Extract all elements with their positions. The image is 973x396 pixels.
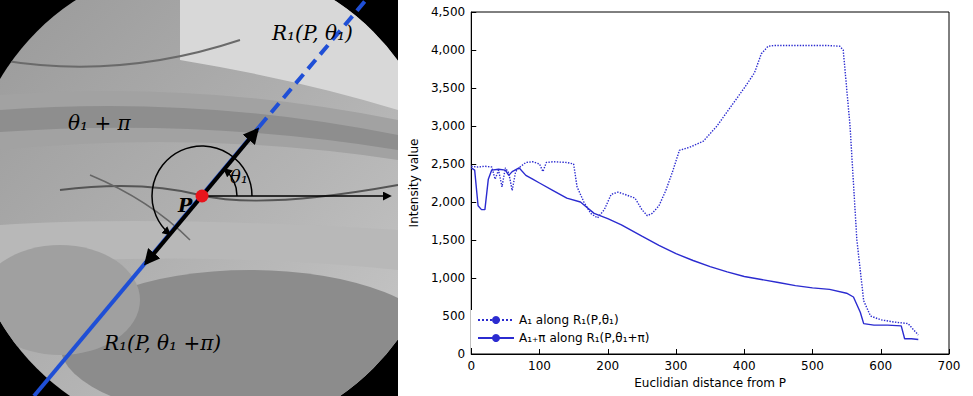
svg-text:P: P bbox=[177, 194, 193, 216]
svg-text:0: 0 bbox=[467, 359, 475, 373]
svg-text:0: 0 bbox=[458, 347, 466, 361]
svg-text:400: 400 bbox=[733, 359, 756, 373]
svg-text:Intensity value: Intensity value bbox=[407, 139, 421, 228]
svg-text:A₁ along R₁(P,θ₁): A₁ along R₁(P,θ₁) bbox=[519, 313, 619, 327]
svg-text:2,000: 2,000 bbox=[431, 195, 465, 209]
svg-text:R₁(P, θ₁ +π): R₁(P, θ₁ +π) bbox=[103, 331, 221, 355]
svg-text:2,500: 2,500 bbox=[431, 157, 465, 171]
svg-text:Euclidian distance from P: Euclidian distance from P bbox=[634, 376, 786, 390]
svg-text:A₁₊π along R₁(P,θ₁+π): A₁₊π along R₁(P,θ₁+π) bbox=[519, 331, 649, 345]
svg-text:100: 100 bbox=[528, 359, 551, 373]
svg-text:1,500: 1,500 bbox=[431, 233, 465, 247]
svg-text:θ₁: θ₁ bbox=[230, 166, 248, 187]
svg-text:600: 600 bbox=[869, 359, 892, 373]
svg-text:200: 200 bbox=[596, 359, 619, 373]
svg-text:R₁(P, θ₁): R₁(P, θ₁) bbox=[271, 21, 353, 45]
svg-text:300: 300 bbox=[665, 359, 688, 373]
svg-text:θ₁ + π: θ₁ + π bbox=[68, 111, 132, 135]
svg-text:4,500: 4,500 bbox=[431, 5, 465, 19]
svg-text:700: 700 bbox=[938, 359, 961, 373]
svg-text:3,500: 3,500 bbox=[431, 81, 465, 95]
svg-text:1,000: 1,000 bbox=[431, 271, 465, 285]
svg-text:500: 500 bbox=[442, 309, 465, 323]
svg-text:3,000: 3,000 bbox=[431, 119, 465, 133]
svg-text:500: 500 bbox=[801, 359, 824, 373]
svg-text:4,000: 4,000 bbox=[431, 43, 465, 57]
